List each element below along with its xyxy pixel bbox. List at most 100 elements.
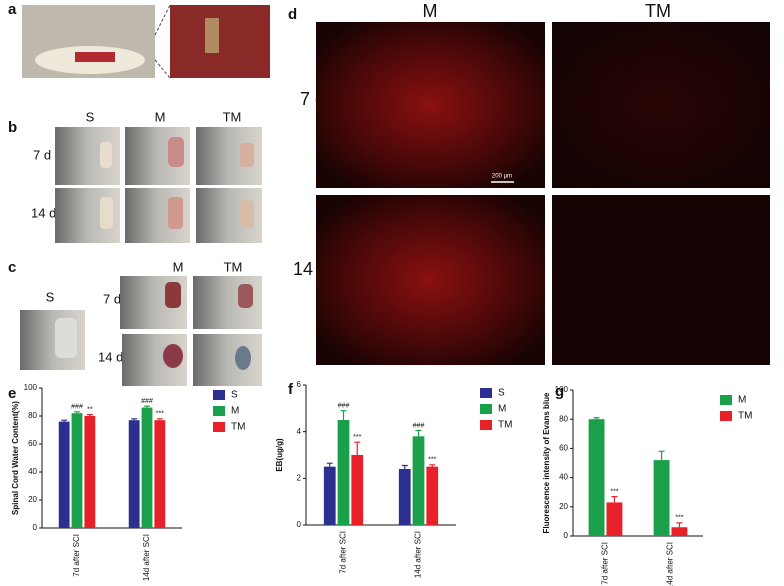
specimen [235, 346, 251, 370]
bar [337, 420, 350, 525]
photo-grid [55, 127, 262, 243]
specimen [238, 284, 253, 308]
y-tick-label: 6 [297, 380, 302, 389]
significance-label: ** [87, 406, 93, 413]
y-tick-label: 40 [559, 473, 568, 482]
significance-label: *** [156, 411, 164, 418]
legend-label: M [498, 404, 506, 415]
significance-label: ### [413, 422, 425, 429]
panel-label: f [288, 381, 294, 398]
legend-label: S [498, 388, 505, 399]
bar [141, 407, 153, 528]
y-axis-label: Spinal Cord Water Content(%) [11, 401, 20, 515]
column-label: TM [645, 1, 671, 21]
y-tick-label: 80 [28, 411, 37, 420]
error-bar [593, 417, 600, 420]
row-label: 14 d [98, 349, 123, 364]
row-label: 7 d [33, 147, 51, 162]
significance-label: *** [353, 434, 361, 441]
specimen [100, 197, 113, 229]
legend-swatch [213, 422, 225, 432]
photo [193, 334, 262, 386]
legend-label: TM [738, 411, 752, 422]
column-label: TM [223, 109, 242, 124]
specimen [240, 143, 254, 167]
legend-swatch [213, 406, 225, 416]
y-tick-label: 60 [28, 439, 37, 448]
x-tick-label: 14d after SCI [666, 542, 675, 586]
error-bar [415, 429, 422, 437]
error-bar [340, 410, 347, 420]
panel-label: g [555, 383, 564, 400]
micrograph [316, 22, 545, 188]
y-tick-label: 40 [28, 467, 37, 476]
specimen [240, 200, 254, 228]
error-bar [429, 464, 436, 467]
bar [84, 416, 96, 528]
y-tick-label: 20 [28, 495, 37, 504]
panel-label: d [288, 6, 297, 23]
error-bar [611, 495, 618, 503]
legend-swatch [720, 411, 732, 421]
panel-label: e [8, 385, 16, 402]
x-tick-label: 7d after SCI [601, 542, 610, 585]
error-bar [86, 414, 93, 416]
y-tick-label: 20 [559, 502, 568, 511]
specimen [165, 282, 181, 308]
x-tick-label: 14d after SCI [414, 531, 423, 578]
bar [412, 436, 425, 525]
legend-label: TM [498, 420, 512, 431]
bar [671, 527, 688, 536]
y-tick-label: 100 [555, 385, 569, 394]
panel-label: b [8, 119, 17, 136]
bar [58, 421, 70, 528]
significance-label: ### [71, 404, 83, 411]
legend-label: M [738, 395, 746, 406]
error-bar [156, 418, 163, 421]
column-label: M [423, 1, 438, 21]
specimen [55, 318, 77, 358]
significance-label: *** [675, 515, 683, 522]
row-label: 7 d [103, 291, 121, 306]
scale-bar-label: 200 μm [492, 174, 512, 180]
error-bar [74, 411, 80, 414]
legend-label: TM [231, 422, 245, 433]
error-bar [401, 464, 408, 469]
legend-label: S [231, 390, 238, 401]
column-label: S [46, 289, 55, 304]
micrograph [316, 195, 545, 365]
column-label: M [155, 109, 166, 124]
bar [128, 420, 140, 528]
specimen [168, 197, 183, 229]
error-bar [326, 462, 333, 467]
bar [71, 413, 83, 528]
legend-label: M [231, 406, 239, 417]
error-bar [131, 418, 138, 421]
x-tick-label: 7d after SCI [72, 534, 81, 577]
connector [154, 59, 171, 79]
significance-label: *** [610, 488, 618, 495]
significance-label: ### [141, 398, 153, 405]
micrograph [552, 195, 770, 365]
photo-detail [205, 18, 219, 53]
legend-swatch [480, 404, 492, 414]
x-tick-label: 7d after SCI [339, 531, 348, 574]
photo [170, 5, 270, 78]
bar [588, 419, 605, 536]
photo-detail [75, 52, 115, 62]
legend-swatch [480, 420, 492, 430]
y-tick-label: 100 [24, 383, 38, 392]
error-bar [676, 522, 683, 528]
error-bar [144, 405, 150, 408]
significance-label: ### [338, 403, 350, 410]
legend-swatch [213, 390, 225, 400]
error-bar [658, 450, 665, 461]
bar [653, 460, 670, 536]
y-tick-label: 60 [559, 444, 568, 453]
specimen [163, 344, 183, 368]
column-label: S [86, 109, 95, 124]
legend-swatch [720, 395, 732, 405]
connector [154, 4, 171, 36]
photo-grid [20, 276, 262, 386]
